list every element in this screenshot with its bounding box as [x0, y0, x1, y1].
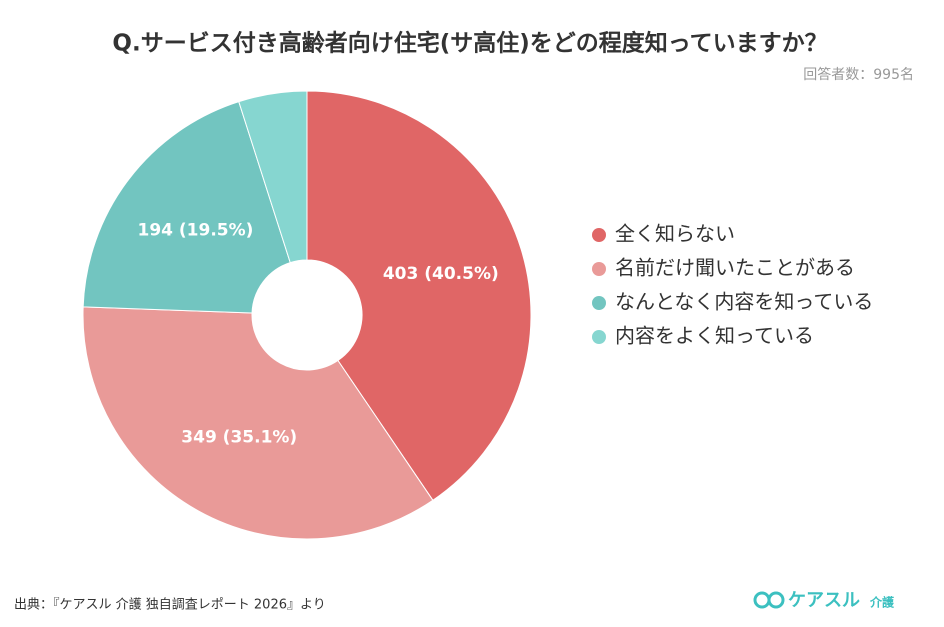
donut-slice — [82, 306, 434, 540]
source-note: 出典：『ケアスル 介護 独自調査レポート 2026』より — [14, 597, 326, 613]
logo-sub: 介護 — [869, 595, 895, 610]
legend-label: 全く知らない — [615, 222, 735, 246]
data-label: 349 (35.1%) — [181, 428, 297, 448]
data-label: 194 (19.5%) — [137, 220, 253, 240]
donut-slice — [82, 101, 291, 314]
data-label: 403 (40.5%) — [383, 264, 499, 284]
chart-title: Q.サービス付き高齢者向け住宅(サ高住)をどの程度知っていますか？ — [112, 30, 827, 57]
legend-swatch — [592, 262, 606, 276]
legend-label: 内容をよく知っている — [615, 324, 814, 348]
logo: ケアスル 介護 — [753, 590, 895, 611]
donut-slice — [306, 90, 532, 501]
legend-swatch — [592, 296, 606, 310]
legend-swatch — [592, 228, 606, 242]
logo-icon — [767, 591, 785, 609]
logo-text: ケアスル — [788, 590, 860, 611]
legend-swatch — [592, 330, 606, 344]
donut-slice — [238, 90, 308, 264]
chart-subtitle: 回答者数：995名 — [803, 66, 914, 83]
legend-label: なんとなく内容を知っている — [615, 290, 873, 314]
legend-label: 名前だけ聞いたことがある — [615, 256, 855, 280]
